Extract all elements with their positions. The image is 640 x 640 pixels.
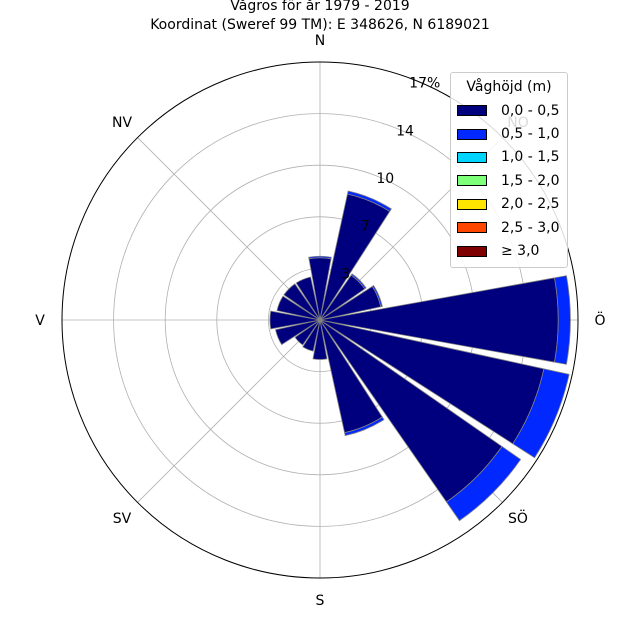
legend-label: 1,0 - 1,5 [501, 149, 560, 166]
legend-label: 0,5 - 1,0 [501, 126, 560, 143]
radial-tick-label: 7 [361, 219, 370, 235]
rose-bar-segment [347, 190, 392, 213]
rose-bar-segment [276, 295, 321, 321]
legend-swatch [457, 245, 487, 257]
rose-bar-segment [275, 319, 321, 346]
outer-ring [61, 61, 579, 579]
grid-spoke [137, 319, 321, 503]
legend-swatch [457, 105, 487, 117]
legend-label: 2,5 - 3,0 [501, 219, 560, 236]
direction-label: V [35, 313, 45, 329]
legend-label: 1,5 - 2,0 [501, 172, 560, 189]
radial-tick-label: 17% [409, 76, 440, 92]
rose-bar-segment [269, 310, 321, 330]
rose-bar-segment [308, 255, 332, 260]
legend-entry: 1,0 - 1,5 [451, 146, 567, 169]
rose-bar-segment [295, 276, 321, 321]
legend-entry: 1,5 - 2,0 [451, 169, 567, 192]
legend-label: 2,0 - 2,5 [501, 196, 560, 213]
rose-bar-segment [283, 283, 321, 321]
direction-label: NV [112, 115, 132, 131]
radial-tick-label: 10 [376, 171, 394, 187]
rose-bar-segment [350, 273, 367, 290]
chart-title-block: Vågros för år 1979 - 2019 Koordinat (Swe… [0, 0, 640, 35]
rose-bar-segment [312, 319, 328, 360]
legend-swatch [457, 222, 487, 234]
direction-label: N [315, 33, 325, 49]
legend-swatch [457, 128, 487, 140]
legend-entry: ≥ 3,0 [451, 239, 567, 262]
direction-label: SV [113, 511, 132, 527]
rose-bar-segment [344, 416, 385, 437]
chart-subtitle: Koordinat (Sweref 99 TM): E 348626, N 61… [150, 17, 490, 33]
legend-label: ≥ 3,0 [501, 243, 540, 260]
legend-entry: 0,0 - 0,5 [451, 99, 567, 122]
radial-tick-label: 3 [341, 266, 350, 282]
radial-tick-label: 14 [396, 123, 414, 139]
legend-label: 0,0 - 0,5 [501, 102, 560, 119]
legend-title: Våghöjd (m) [466, 79, 552, 95]
legend-entry: 2,0 - 2,5 [451, 193, 567, 216]
direction-label: Ö [594, 311, 605, 329]
legend-entry: 2,5 - 3,0 [451, 216, 567, 239]
legend-swatch [457, 175, 487, 187]
legend-entry: 0,5 - 1,0 [451, 122, 567, 145]
legend-swatch [457, 198, 487, 210]
legend-swatch [457, 151, 487, 163]
chart-title: Vågros för år 1979 - 2019 [230, 0, 410, 14]
legend: Våghöjd (m) 0,0 - 0,5 0,5 - 1,0 1,0 - 1,5 1… [450, 72, 568, 268]
rose-bar-segment [445, 445, 522, 522]
rose-bar-segment [554, 275, 571, 365]
legend-entries: 0,0 - 0,5 0,5 - 1,0 1,0 - 1,5 1,5 - 2,0 2,0 … [451, 99, 567, 263]
direction-label: SÖ [508, 509, 528, 527]
direction-label: S [316, 593, 325, 609]
rose-bar-segment [512, 368, 570, 459]
rose-bar-segment [371, 285, 383, 308]
